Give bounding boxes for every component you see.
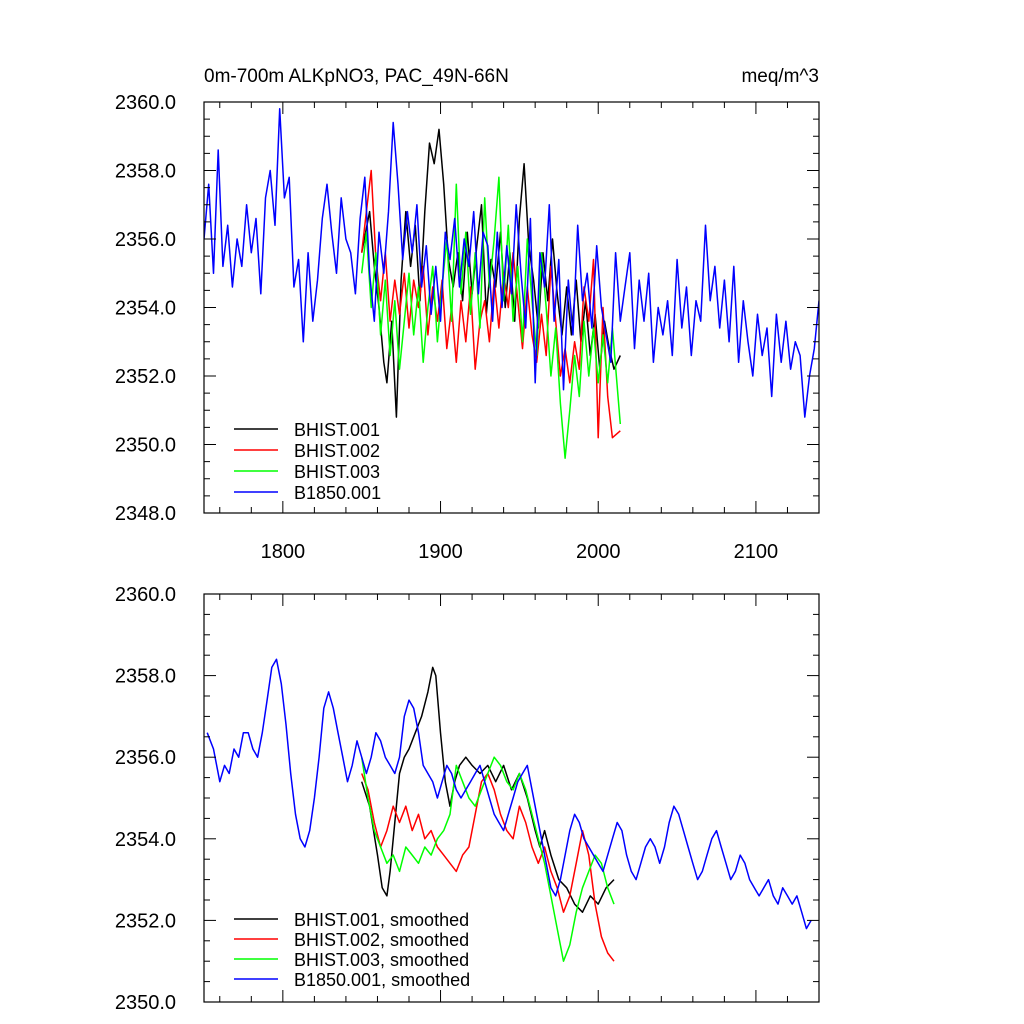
legend-label: BHIST.001 xyxy=(294,420,380,440)
y-tick-label: 2360.0 xyxy=(115,584,176,606)
legend-label: B1850.001 xyxy=(294,483,381,503)
series-group xyxy=(204,108,819,459)
y-tick-label: 2352.0 xyxy=(115,910,176,932)
series-line-bhist-001-smoothed xyxy=(360,666,615,913)
legend-label: B1850.001, smoothed xyxy=(294,970,470,990)
legend-label: BHIST.003, smoothed xyxy=(294,950,469,970)
y-tick-label: 2354.0 xyxy=(115,298,176,320)
y-tick-label: 2356.0 xyxy=(115,229,176,251)
series-line-bhist-001 xyxy=(360,128,621,418)
series-line-bhist-002 xyxy=(360,169,621,439)
x-tick-label: 1900 xyxy=(418,541,463,563)
x-tick-label: 1800 xyxy=(261,541,306,563)
y-tick-label: 2358.0 xyxy=(115,666,176,688)
y-tick-label: 2348.0 xyxy=(115,503,176,525)
y-tick-label: 2358.0 xyxy=(115,161,176,183)
y-tick-label: 2360.0 xyxy=(115,92,176,114)
series-line-b1850-001 xyxy=(204,108,819,418)
x-tick-label: 2100 xyxy=(734,541,779,563)
chart-title: 0m-700m ALKpNO3, PAC_49N-66N xyxy=(204,66,509,87)
legend-label: BHIST.002 xyxy=(294,441,380,461)
legend-label: BHIST.001, smoothed xyxy=(294,910,469,930)
series-line-bhist-003 xyxy=(360,176,622,459)
legend-label: BHIST.003 xyxy=(294,462,380,482)
legend-label: BHIST.002, smoothed xyxy=(294,930,469,950)
top-panel-alkpno3-raw: 0m-700m ALKpNO3, PAC_49N-66N meq/m^3 2348.… xyxy=(115,66,820,563)
x-tick-label: 2000 xyxy=(576,541,621,563)
series-line-bhist-003-smoothed xyxy=(360,756,615,962)
series-line-b1850-001-smoothed xyxy=(206,658,812,930)
bottom-panel-alkpno3-smoothed: 2350.0 2352.0 2354.0 2356.0 2358.0 2360.0 BHIS… xyxy=(115,584,820,1014)
y-tick-label: 2350.0 xyxy=(115,435,176,457)
series-group xyxy=(206,658,812,962)
y-tick-label: 2352.0 xyxy=(115,366,176,388)
chart-units-label: meq/m^3 xyxy=(741,66,819,87)
y-tick-label: 2354.0 xyxy=(115,829,176,851)
y-tick-label: 2356.0 xyxy=(115,747,176,769)
y-tick-label: 2350.0 xyxy=(115,992,176,1014)
